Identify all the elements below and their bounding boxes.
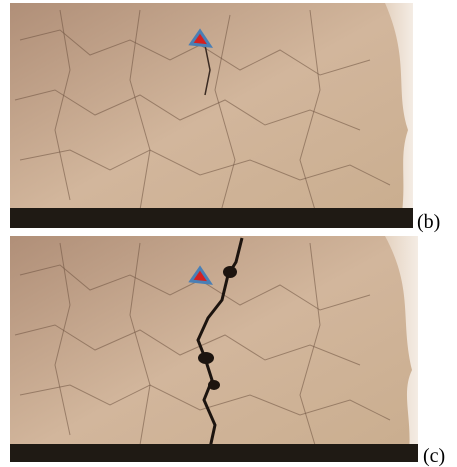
micrograph-b: (b) [10,3,440,233]
void [198,352,214,364]
sample-surface [10,3,413,228]
dark-band [10,444,418,462]
dark-band [10,208,413,228]
void [223,266,237,278]
panel-label: (c) [423,445,445,467]
panel-label: (b) [417,211,440,233]
micrograph-c: (c) [10,236,445,467]
figure: (b) (c) [0,0,457,467]
void [208,380,220,390]
